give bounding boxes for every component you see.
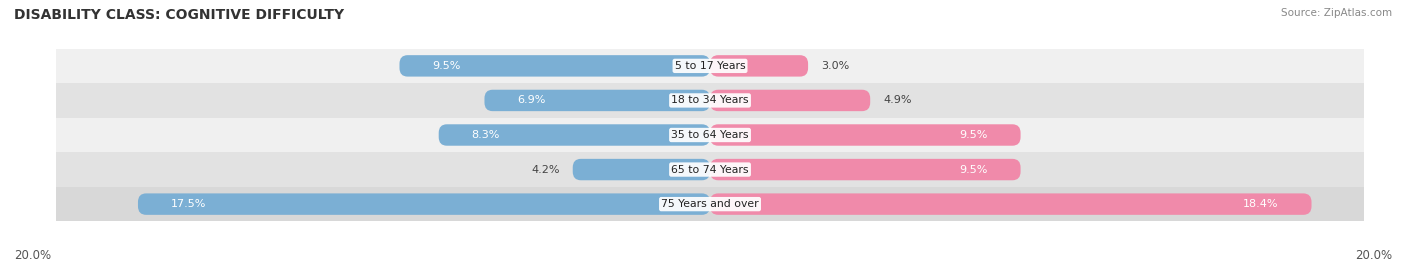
FancyBboxPatch shape	[710, 55, 808, 77]
Bar	[56, 187, 1364, 221]
Bar	[56, 83, 1364, 118]
FancyBboxPatch shape	[399, 55, 710, 77]
Text: 35 to 64 Years: 35 to 64 Years	[671, 130, 749, 140]
Text: 9.5%: 9.5%	[432, 61, 461, 71]
Text: DISABILITY CLASS: COGNITIVE DIFFICULTY: DISABILITY CLASS: COGNITIVE DIFFICULTY	[14, 8, 344, 22]
FancyBboxPatch shape	[572, 159, 710, 180]
Text: 75 Years and over: 75 Years and over	[661, 199, 759, 209]
FancyBboxPatch shape	[710, 124, 1021, 146]
Text: 18.4%: 18.4%	[1243, 199, 1279, 209]
Text: 5 to 17 Years: 5 to 17 Years	[675, 61, 745, 71]
Text: 20.0%: 20.0%	[14, 249, 51, 262]
Text: 20.0%: 20.0%	[1355, 249, 1392, 262]
Text: 9.5%: 9.5%	[959, 164, 988, 175]
Text: 8.3%: 8.3%	[471, 130, 499, 140]
FancyBboxPatch shape	[710, 159, 1021, 180]
FancyBboxPatch shape	[485, 90, 710, 111]
Text: 6.9%: 6.9%	[517, 95, 546, 106]
Text: Source: ZipAtlas.com: Source: ZipAtlas.com	[1281, 8, 1392, 18]
Text: 9.5%: 9.5%	[959, 130, 988, 140]
Text: 17.5%: 17.5%	[170, 199, 207, 209]
Text: 18 to 34 Years: 18 to 34 Years	[671, 95, 749, 106]
Text: 65 to 74 Years: 65 to 74 Years	[671, 164, 749, 175]
FancyBboxPatch shape	[138, 193, 710, 215]
FancyBboxPatch shape	[710, 193, 1312, 215]
Bar	[56, 49, 1364, 83]
Text: 4.9%: 4.9%	[883, 95, 911, 106]
Text: 4.2%: 4.2%	[531, 164, 560, 175]
Bar	[56, 118, 1364, 152]
FancyBboxPatch shape	[710, 90, 870, 111]
Text: 3.0%: 3.0%	[821, 61, 849, 71]
FancyBboxPatch shape	[439, 124, 710, 146]
Bar	[56, 152, 1364, 187]
